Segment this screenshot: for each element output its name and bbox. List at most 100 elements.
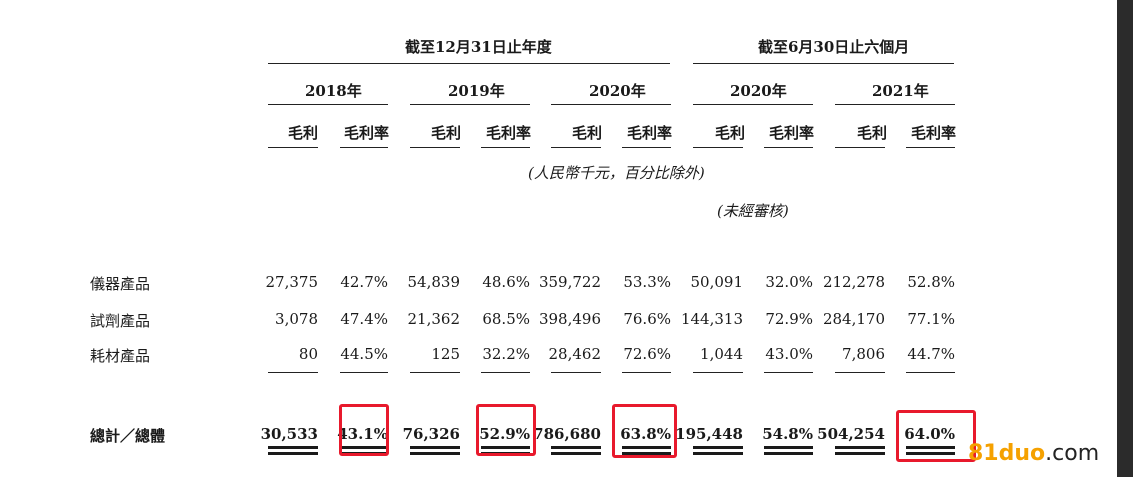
row-label-consumables: 耗材產品 (90, 347, 151, 365)
total-row-label: 總計／總體 (90, 427, 166, 445)
cell-2018-gross-profit: 80 (298, 345, 318, 363)
subheader-underline (340, 147, 388, 148)
cell-2020-gross-margin: 53.3% (623, 273, 671, 291)
subheader-underline (410, 147, 460, 148)
subtotal-rule (622, 372, 671, 373)
year-header-2020: 2020年 (589, 82, 646, 100)
subheader-gross-profit: 毛利 (857, 124, 888, 142)
cell-2020-gross-margin: 72.6% (623, 345, 671, 363)
subtotal-rule (693, 372, 743, 373)
total-double-underline (410, 446, 460, 455)
subtotal-rule (764, 372, 813, 373)
subheader-gross-margin: 毛利率 (344, 124, 390, 142)
subheader-underline (693, 147, 743, 148)
year-underline-2020-6m (693, 104, 813, 105)
watermark-domain: .com (1045, 441, 1100, 466)
total-cell-2019-gross-margin: 52.9% (479, 425, 530, 443)
cell-2020-gross-profit: 359,722 (538, 273, 601, 291)
highlight-box-2021-margin (896, 410, 976, 462)
row-label-reagents: 試劑產品 (90, 312, 151, 330)
subheader-underline (551, 147, 601, 148)
subheader-gross-profit: 毛利 (715, 124, 746, 142)
highlight-box-2020-margin (612, 404, 677, 458)
header-fiscal-year: 截至12月31日止年度 (405, 38, 552, 56)
total-double-underline (906, 446, 955, 455)
cell-2021-6m-gross-profit: 7,806 (842, 345, 885, 363)
year-underline-2020 (551, 104, 671, 105)
cell-2021-6m-gross-profit: 212,278 (822, 273, 885, 291)
subheader-underline (622, 147, 671, 148)
cell-2020-6m-gross-profit: 1,044 (700, 345, 743, 363)
total-cell-2020-gross-margin: 63.8% (620, 425, 671, 443)
total-cell-2020-6m-gross-profit: 195,448 (675, 425, 743, 443)
subtotal-rule (481, 372, 530, 373)
total-double-underline (551, 446, 601, 455)
watermark-logo: 81duo.com (968, 441, 1099, 466)
header-six-months: 截至6月30日止六個月 (758, 38, 910, 56)
total-double-underline (268, 446, 318, 455)
cell-2019-gross-profit: 125 (431, 345, 460, 363)
cell-2018-gross-margin: 47.4% (340, 310, 388, 328)
year-underline-2019 (410, 104, 530, 105)
subheader-gross-profit: 毛利 (572, 124, 603, 142)
cell-2019-gross-margin: 68.5% (482, 310, 530, 328)
cell-2018-gross-profit: 27,375 (265, 273, 319, 291)
subheader-gross-margin: 毛利率 (911, 124, 957, 142)
cell-2021-6m-gross-margin: 52.8% (907, 273, 955, 291)
cell-2018-gross-margin: 44.5% (340, 345, 388, 363)
cell-2021-6m-gross-margin: 77.1% (907, 310, 955, 328)
group-underline-fy (268, 63, 670, 64)
cell-2020-6m-gross-margin: 72.9% (765, 310, 813, 328)
cell-2021-6m-gross-profit: 284,170 (822, 310, 885, 328)
subheader-underline (906, 147, 955, 148)
unaudited-note: (未經審核) (717, 202, 789, 220)
year-header-2020-6m: 2020年 (730, 82, 787, 100)
subtotal-rule (835, 372, 885, 373)
cell-2019-gross-margin: 32.2% (482, 345, 530, 363)
cell-2020-gross-profit: 28,462 (548, 345, 602, 363)
total-cell-2020-gross-profit: 786,680 (533, 425, 601, 443)
watermark-brand: 81duo (968, 441, 1046, 466)
subtotal-rule (410, 372, 460, 373)
subtotal-rule (340, 372, 388, 373)
subheader-gross-margin: 毛利率 (486, 124, 532, 142)
subheader-underline (835, 147, 885, 148)
total-double-underline (622, 446, 671, 455)
total-cell-2019-gross-profit: 76,326 (402, 425, 460, 443)
subtotal-rule (906, 372, 955, 373)
cell-2019-gross-profit: 21,362 (407, 310, 461, 328)
subtotal-rule (268, 372, 318, 373)
cell-2021-6m-gross-margin: 44.7% (907, 345, 955, 363)
highlight-box-2018-margin (339, 404, 389, 456)
subheader-gross-profit: 毛利 (431, 124, 462, 142)
total-cell-2021-6m-gross-margin: 64.0% (904, 425, 955, 443)
total-cell-2018-gross-profit: 30,533 (260, 425, 318, 443)
subtotal-rule (551, 372, 601, 373)
total-double-underline (835, 446, 885, 455)
cell-2020-gross-profit: 398,496 (538, 310, 601, 328)
year-underline-2021-6m (835, 104, 955, 105)
cell-2018-gross-margin: 42.7% (340, 273, 388, 291)
total-cell-2018-gross-margin: 43.1% (337, 425, 388, 443)
cell-2020-6m-gross-profit: 50,091 (690, 273, 744, 291)
total-double-underline (764, 446, 813, 455)
highlight-box-2019-margin (476, 404, 536, 456)
subheader-underline (764, 147, 813, 148)
cell-2020-gross-margin: 76.6% (623, 310, 671, 328)
currency-note: (人民幣千元，百分比除外) (528, 164, 705, 182)
cell-2020-6m-gross-margin: 32.0% (765, 273, 813, 291)
right-edge-bar (1117, 0, 1133, 477)
total-cell-2021-6m-gross-profit: 504,254 (817, 425, 885, 443)
subheader-underline (481, 147, 530, 148)
subheader-underline (268, 147, 318, 148)
cell-2020-6m-gross-profit: 144,313 (680, 310, 743, 328)
cell-2019-gross-margin: 48.6% (482, 273, 530, 291)
subheader-gross-margin: 毛利率 (627, 124, 673, 142)
total-double-underline (693, 446, 743, 455)
group-underline-6m (693, 63, 954, 64)
year-header-2021-6m: 2021年 (872, 82, 929, 100)
year-header-2018: 2018年 (305, 82, 362, 100)
year-underline-2018 (268, 104, 388, 105)
subheader-gross-margin: 毛利率 (769, 124, 815, 142)
cell-2019-gross-profit: 54,839 (407, 273, 461, 291)
